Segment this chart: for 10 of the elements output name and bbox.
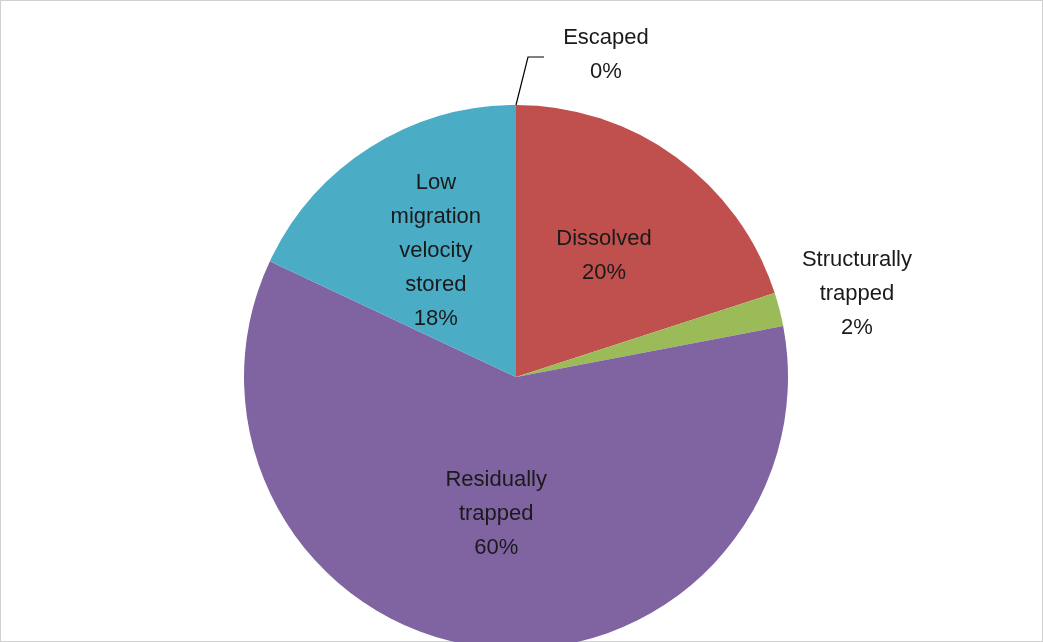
data-label: 60% xyxy=(474,533,519,559)
category-label: Escaped xyxy=(563,24,649,50)
slice-label: Residually trapped xyxy=(445,465,547,525)
text: 0% xyxy=(590,58,622,84)
slice-label: Structurally trapped xyxy=(801,246,912,306)
data-label: 2% xyxy=(841,314,873,340)
slice-label: Low migration velocity stored xyxy=(390,168,482,296)
slice-label: Dissolved xyxy=(556,225,652,251)
data-label: 18% xyxy=(413,304,458,330)
data-label: 20% xyxy=(581,259,626,285)
